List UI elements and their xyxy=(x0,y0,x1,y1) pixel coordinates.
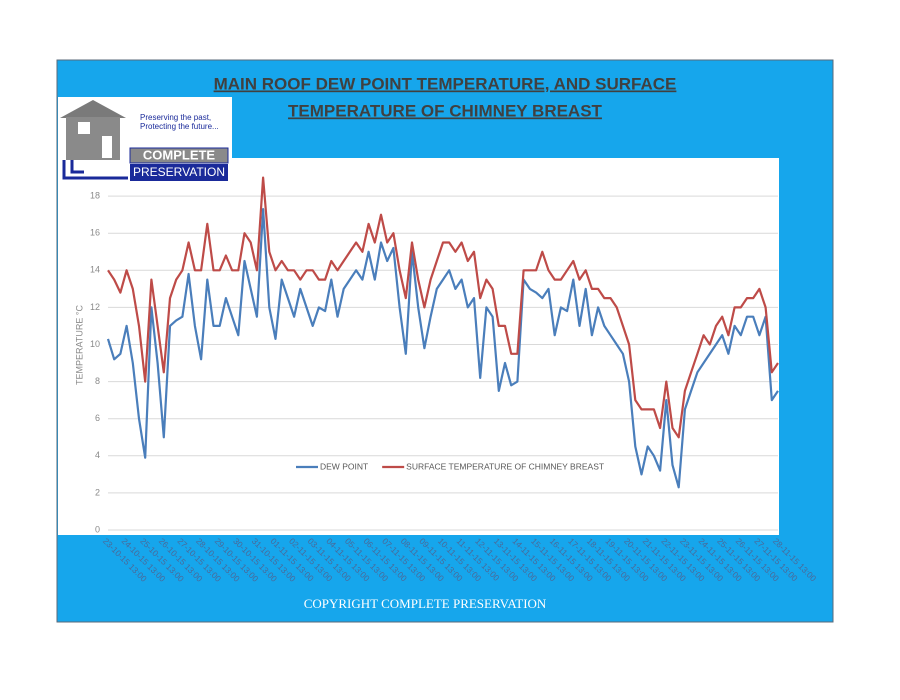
logo: Preserving the past, Protecting the futu… xyxy=(58,97,232,183)
y-tick-label: 18 xyxy=(90,190,100,200)
footer: COPYRIGHT COMPLETE PRESERVATION xyxy=(304,596,547,611)
legend-label: SURFACE TEMPERATURE OF CHIMNEY BREAST xyxy=(406,461,604,471)
house-window xyxy=(78,122,90,134)
house-door xyxy=(102,136,112,158)
title-line: MAIN ROOF DEW POINT TEMPERATURE, AND SUR… xyxy=(214,74,677,93)
logo-name-box xyxy=(130,164,228,181)
legend-label: DEW POINT xyxy=(320,461,368,471)
y-tick-label: 14 xyxy=(90,265,100,275)
y-tick-label: 2 xyxy=(95,487,100,497)
y-tick-label: 8 xyxy=(95,376,100,386)
plot-background xyxy=(58,158,779,535)
series-line xyxy=(107,176,779,439)
chart-title: MAIN ROOF DEW POINT TEMPERATURE, AND SUR… xyxy=(214,74,677,120)
title-line: TEMPERATURE OF CHIMNEY BREAST xyxy=(288,101,603,120)
logo-steps xyxy=(62,160,128,180)
y-tick-label: 6 xyxy=(95,413,100,423)
y-tick-label: 0 xyxy=(95,524,100,534)
y-tick-label: 4 xyxy=(95,450,100,460)
y-axis-label: TEMPERATURE °C xyxy=(74,305,84,385)
logo-name: COMPLETE xyxy=(143,147,216,162)
house-roof xyxy=(60,100,126,118)
y-tick-label: 12 xyxy=(90,302,100,312)
logo-name: PRESERVATION xyxy=(133,165,225,179)
logo-tagline: Preserving the past, xyxy=(140,113,211,122)
series-line xyxy=(106,208,779,489)
logo-name-box xyxy=(129,147,229,164)
logo-tagline: Protecting the future... xyxy=(140,122,219,131)
y-tick-label: 10 xyxy=(90,339,100,349)
y-tick-label: 16 xyxy=(90,228,100,238)
